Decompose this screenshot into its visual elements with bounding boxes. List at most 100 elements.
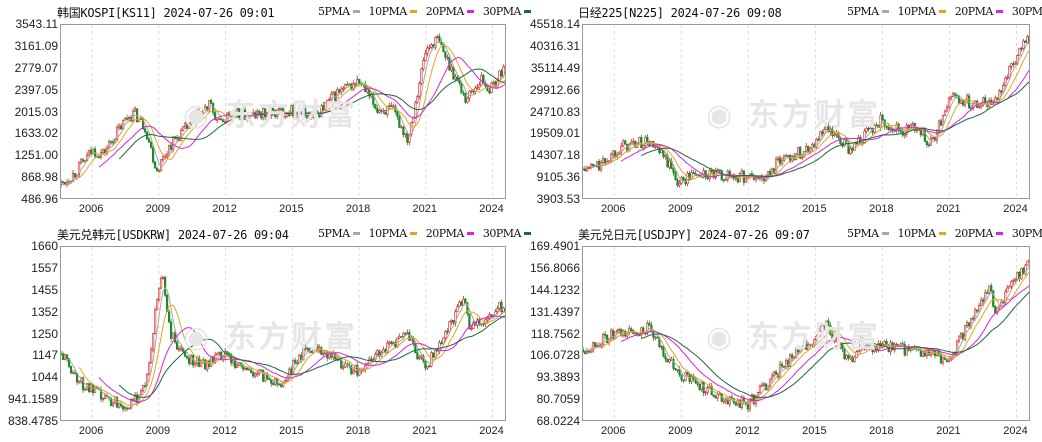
y-tick-label: 838.4785 [7,414,58,428]
candle-body [996,97,999,100]
candle-body [799,348,802,353]
candle-body [224,121,227,123]
candle-body [626,143,629,152]
candle-body [139,118,143,120]
candle-body [378,109,381,113]
candle-body [1020,268,1023,279]
ma-line-ma20 [98,57,505,168]
candle-body [159,278,163,289]
candle-body [602,158,605,163]
candle-body [324,101,327,111]
candle-body [700,381,703,391]
candle-body [204,106,207,111]
candle-body [264,108,267,117]
candle-body [738,399,741,408]
candle-body [262,369,265,382]
legend-label: 20PMA [954,227,994,240]
candle-body [857,137,860,145]
candle-body [155,299,159,311]
candle-body [314,344,317,349]
candle-body [166,154,169,157]
candle-body [684,372,687,381]
candle-body [436,350,439,352]
legend-swatch-icon [523,231,531,235]
candle-body [450,320,453,322]
candle-body [833,134,836,136]
candle-body [591,342,595,352]
candle-body [324,351,327,354]
candle-body [770,375,774,380]
candle-body [366,89,369,93]
candle-body [734,177,737,180]
candle-body [785,155,788,158]
candle-body [780,363,784,367]
candle-body [734,402,737,406]
candle-body [782,366,786,368]
candle-body [306,347,309,350]
candle-body [1006,77,1009,79]
candle-body [111,141,115,144]
candle-body [256,373,259,376]
candle-body [610,330,613,339]
candle-body [652,141,655,148]
x-tick-label: 2021 [412,203,438,215]
candle-body [139,390,143,396]
x-tick-label: 2018 [345,425,371,437]
candle-body [292,105,295,116]
candle-body [170,144,173,150]
legend-swatch-icon [352,231,360,235]
candle-body [143,385,147,387]
candle-body [939,120,943,126]
candle-body [972,317,975,320]
x-tick-label: 2015 [279,203,304,215]
candle-body [344,84,347,89]
x-tick-label: 2015 [802,203,827,215]
candle-body [107,141,111,149]
candle-body [504,65,505,68]
candle-body [805,146,808,152]
candle-body [348,83,351,86]
nikkei-chart-panel: 日经225[N225] 2024-07-26 09:08 5PMA 10PMA 20P… [521,0,1042,220]
candle-body [1026,36,1029,43]
ma-legend: 5PMA 10PMA 20PMA 30PMA [847,227,1042,240]
x-tick-label: 2009 [145,425,171,437]
y-tick-label: 1251.00 [14,148,58,163]
candle-body [754,177,758,180]
candle-body [889,127,892,130]
candle-body [963,100,967,106]
candle-body [294,360,297,364]
candle-body [791,155,794,162]
candle-body [316,110,319,114]
candle-body [436,36,439,38]
candle-body [982,97,985,106]
legend-swatch-icon [995,231,1003,235]
candle-body [660,346,663,348]
candle-body [831,334,834,342]
candle-body [202,110,205,114]
y-tick-label: 1660 [31,239,58,253]
candle-body [748,398,752,410]
candle-body [85,383,89,390]
candle-body [831,128,834,136]
candle-body [147,362,151,376]
candle-body [63,354,67,360]
y-tick-label: 68.0224 [536,414,580,428]
candle-body [752,394,756,405]
candle-body [660,149,663,154]
candle-body [817,139,820,141]
candle-body [951,93,955,98]
candle-body [149,349,153,364]
candle-body [466,97,469,103]
candle-body [672,359,675,369]
candle-body [990,285,993,292]
candle-body [996,307,999,314]
candle-body [957,95,961,104]
candle-body [756,177,760,179]
candle-body [133,108,137,112]
candle-body [668,359,671,363]
candle-body [162,276,165,279]
candle-body [776,157,780,160]
x-tick-label: 2021 [936,425,961,437]
candle-body [799,147,802,159]
candle-body [1014,278,1017,281]
